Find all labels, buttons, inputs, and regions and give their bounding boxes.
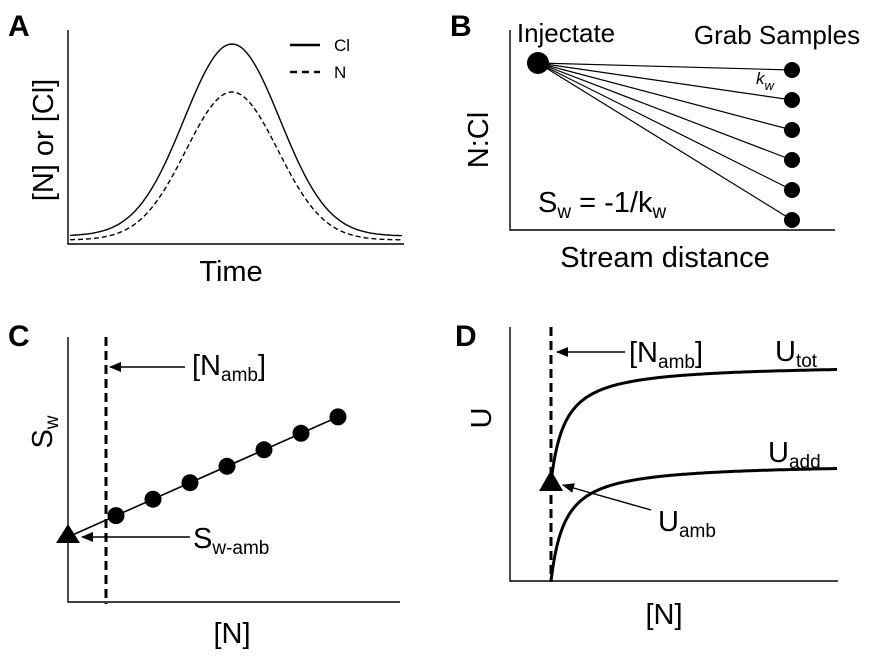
u-tot-label: Utot [775, 336, 818, 372]
grab-sample-point [784, 182, 800, 198]
sw-data-point [144, 490, 162, 508]
decay-lines [537, 62, 793, 221]
panel-c-x-axis-label: [N] [213, 618, 250, 650]
panel-b-x-axis-label: Stream distance [560, 242, 770, 274]
panel-c-axes [67, 337, 400, 603]
decay-line [537, 62, 793, 191]
panel-b-axes [509, 30, 835, 231]
panel-b-y-axis-label: N:Cl [463, 112, 495, 168]
grab-sample-point [784, 152, 800, 168]
decay-line [537, 62, 793, 131]
sw-data-point [218, 457, 236, 475]
n-concentration-curve [70, 91, 402, 241]
panel-a-x-axis-label: Time [199, 256, 262, 288]
grab-sample-point [784, 122, 800, 138]
grab-sample-point [784, 92, 800, 108]
n-amb-label: [Namb] [192, 350, 266, 386]
sw-data-point [292, 424, 310, 442]
grab-sample-point [784, 212, 800, 228]
sw-amb-label: Sw-amb [193, 523, 269, 559]
decay-line [537, 62, 793, 71]
grab-sample-points [784, 62, 800, 228]
panel-d: D [Namb] Utot Uadd Uamb U [N] [455, 320, 838, 631]
legend-n-label: N [334, 63, 346, 82]
cl-concentration-curve [69, 43, 402, 237]
u-tot-curve [549, 368, 837, 483]
u-amb-arrow [562, 483, 652, 511]
sw-data-point [181, 474, 199, 492]
panel-d-letter: D [455, 320, 477, 353]
panel-b: B Injectate Grab Samples kw N:Cl Sw = -1… [450, 10, 860, 274]
decay-line [537, 62, 793, 221]
panel-c: C [Namb] Sw-amb Sw [N] [8, 320, 400, 650]
sw-amb-triangle-marker [56, 524, 80, 543]
panel-d-y-axis-label: U [466, 408, 498, 429]
sw-equation: Sw = -1/kw [538, 187, 666, 223]
panel-d-axes [509, 327, 838, 582]
injectate-label: Injectate [517, 18, 615, 48]
decay-line [537, 62, 793, 101]
legend-cl-label: Cl [334, 36, 350, 55]
panel-a-y-axis-label: [N] or [Cl] [28, 79, 60, 201]
sw-data-point [255, 441, 273, 459]
u-add-curve [549, 467, 837, 582]
n-amb-label: [Namb] [629, 337, 703, 373]
panel-c-letter: C [8, 320, 30, 353]
panel-b-letter: B [450, 10, 472, 43]
u-amb-triangle-marker [539, 470, 563, 491]
kw-label: kw [756, 69, 776, 93]
panel-a-axes [67, 30, 404, 245]
panel-d-x-axis-label: [N] [645, 599, 682, 631]
decay-line [537, 62, 793, 161]
sw-data-point [107, 507, 125, 525]
grab-sample-point [784, 62, 800, 78]
injectate-point [527, 52, 549, 74]
panel-a-letter: A [8, 10, 30, 43]
u-add-label: Uadd [768, 437, 821, 473]
panel-c-y-axis-label: Sw [27, 415, 63, 448]
sw-data-point [329, 408, 347, 426]
sw-data-points [107, 408, 347, 525]
grab-samples-label: Grab Samples [694, 20, 860, 50]
u-amb-label: Uamb [658, 506, 716, 542]
panel-a: A Cl N [N] or [Cl] Time [8, 10, 404, 288]
